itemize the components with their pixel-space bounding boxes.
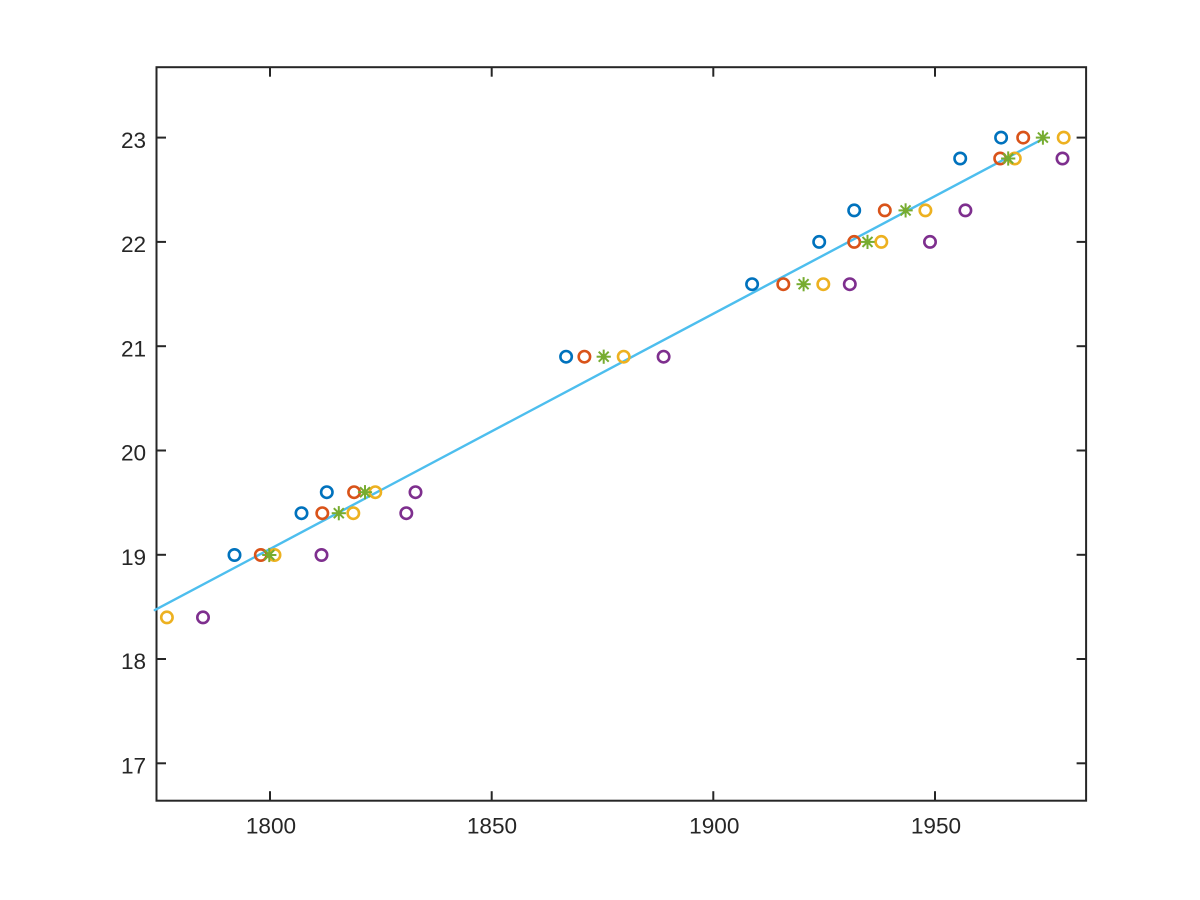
svg-text:21: 21: [121, 336, 146, 361]
svg-text:23: 23: [121, 128, 146, 153]
svg-text:18: 18: [121, 649, 146, 674]
svg-text:17: 17: [121, 754, 146, 779]
svg-text:22: 22: [121, 232, 146, 257]
svg-text:1850: 1850: [467, 813, 517, 838]
svg-text:1900: 1900: [689, 813, 739, 838]
svg-text:1800: 1800: [246, 813, 296, 838]
svg-text:19: 19: [121, 545, 146, 570]
svg-text:1950: 1950: [911, 813, 961, 838]
svg-text:20: 20: [121, 441, 146, 466]
